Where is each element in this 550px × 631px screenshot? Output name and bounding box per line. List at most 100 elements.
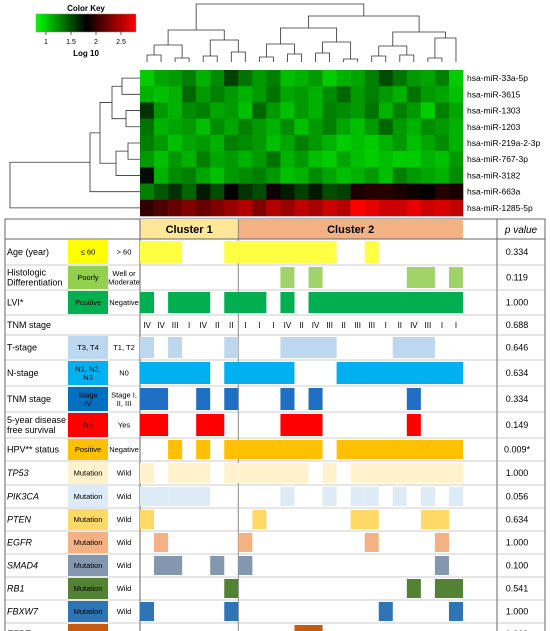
stage-label: I (244, 321, 246, 330)
heatmap-cell (420, 86, 436, 103)
heatmap-cell (378, 183, 394, 201)
heatmap-cell (322, 102, 337, 119)
sample-cell (140, 463, 155, 483)
row-positive-swatch (68, 336, 108, 359)
row-negative-label: Stage I, (111, 390, 137, 399)
sample-cell (154, 556, 183, 575)
heatmap-cell (252, 70, 267, 87)
dendrogram-branch (209, 39, 239, 56)
heatmap-cell (350, 151, 365, 168)
sample-cell (280, 414, 323, 436)
dendrogram-branch (378, 45, 408, 56)
heatmap-cell (168, 118, 183, 136)
heatmap-cell (266, 118, 281, 136)
heatmap-cell (448, 151, 464, 168)
sample-cell (406, 267, 435, 288)
row-positive-swatch (68, 462, 108, 484)
heatmap-cell (140, 199, 155, 217)
heatmap-cell (252, 183, 267, 201)
heatmap-cell (378, 86, 394, 103)
heatmap-cell (238, 134, 253, 152)
dendrogram-branch (322, 41, 352, 59)
sample-cell (364, 533, 379, 552)
row-dendrogram (9, 77, 140, 209)
heatmap-cell (392, 151, 408, 168)
heatmap-cell (196, 118, 211, 136)
heatmap-cell (350, 134, 365, 152)
row-label: LVI* (7, 298, 24, 308)
heatmap-cell (350, 118, 365, 136)
row-positive-label: Mutation (74, 630, 103, 631)
stage-label: I (258, 321, 260, 330)
sample-cell (322, 487, 337, 506)
dendrogram-branch (127, 142, 140, 160)
stage-label: II (215, 321, 219, 330)
stage-label: II (299, 321, 303, 330)
heatmap-cell (322, 183, 337, 201)
row-positive-swatch (68, 266, 108, 289)
heatmap-cell (210, 86, 225, 103)
row-positive-swatch (68, 486, 108, 507)
row-label: SMAD4 (7, 561, 38, 571)
heatmap-cell (448, 199, 464, 217)
row-positive-swatch (68, 240, 108, 264)
stage-label: IV (143, 321, 151, 330)
dendrogram-branch (9, 161, 140, 209)
heatmap-cell (336, 86, 351, 103)
heatmap-cell (294, 86, 309, 103)
row-negative-label: Moderate (108, 277, 140, 286)
heatmap-cell (392, 199, 408, 217)
heatmap-cell (252, 167, 267, 184)
dendrogram-branch (153, 44, 183, 58)
row-negative-label: Negative (109, 445, 139, 454)
color-key-title: Color Key (67, 4, 105, 13)
sample-cell (224, 579, 239, 598)
cluster2-label: Cluster 2 (327, 224, 374, 236)
row-positive-swatch (68, 361, 108, 385)
row-negative-label: T1, T2 (113, 343, 135, 352)
row-positive-label: T3, T4 (77, 343, 99, 352)
sample-cell (196, 414, 225, 436)
heatmap-cell (182, 86, 197, 103)
heatmap-cell (238, 151, 253, 168)
dendrogram-branch (174, 57, 190, 62)
row-label: EGFR (7, 538, 33, 548)
sample-cell (196, 440, 211, 459)
heatmap-cell (280, 86, 295, 103)
row-positive-label: No (83, 421, 93, 430)
heatmap-cell (168, 199, 183, 217)
heatmap-cell (252, 118, 267, 136)
row-pvalue: 1.000 (506, 629, 529, 631)
sample-cell (140, 414, 169, 436)
heatmap-cell (406, 134, 422, 152)
heatmap-cell (434, 151, 450, 168)
heatmap-cell (294, 118, 309, 136)
heatmap-cell (294, 151, 309, 168)
row-label: TP53 (7, 468, 29, 478)
heatmap-cell (378, 199, 394, 217)
sample-cell (168, 463, 197, 483)
heatmap-cell (182, 167, 197, 184)
row-negative-label: N0 (119, 369, 129, 378)
heatmap-cell (238, 183, 253, 201)
row-positive-label: N1, N2, (75, 364, 100, 373)
heatmap-cell (392, 118, 408, 136)
sample-cell (406, 579, 421, 598)
dendrogram-branch (258, 56, 274, 62)
heatmap-cell (336, 167, 351, 184)
heatmap-cell (210, 118, 225, 136)
heatmap-cell (392, 134, 408, 152)
row-pvalue: 0.009* (504, 445, 531, 455)
sample-cell (434, 533, 449, 552)
sample-cell (350, 487, 365, 506)
row-positive-label: Mutation (74, 538, 103, 547)
stage-label: II (398, 321, 402, 330)
heatmap-row-label: hsa-miR-3615 (467, 89, 521, 99)
sample-cell (434, 579, 463, 598)
heatmap-cell (168, 102, 183, 119)
dendrogram-branch (427, 57, 443, 62)
sample-cell (168, 440, 183, 459)
row-positive-swatch (68, 387, 108, 411)
sample-cell (196, 388, 211, 410)
heatmap-cell (196, 151, 211, 168)
